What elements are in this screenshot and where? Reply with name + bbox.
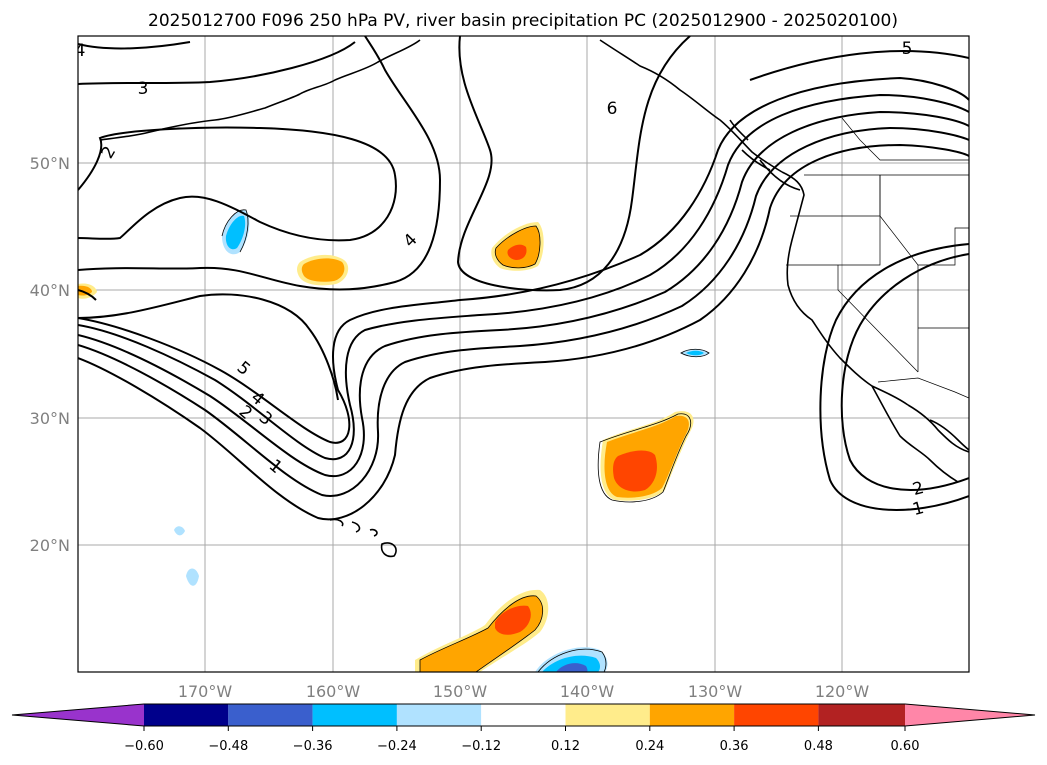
colorbar-bin-6 xyxy=(565,704,650,726)
map-panel: 4 3 2 4 6 5 5 4 3 2 1 2 1 50°N 40°N 30°N… xyxy=(30,35,970,701)
precip-patch-central-core xyxy=(507,244,527,260)
pv-contour-3-jet xyxy=(78,110,969,478)
coastline-hawaii xyxy=(329,518,397,558)
precip-outline-south xyxy=(419,595,544,672)
precip-patch-south-core xyxy=(495,605,531,635)
pv-contour-2-loop xyxy=(78,126,397,242)
border-canada-inland xyxy=(841,117,969,161)
precip-patch-west-orange xyxy=(301,258,345,282)
pv-contour-2-east xyxy=(840,253,969,491)
pv-contour-3-north xyxy=(78,41,356,85)
border-ca-nv xyxy=(837,265,919,373)
colorbar: −0.60 −0.48 −0.36 −0.24 −0.12 0.12 0.24 … xyxy=(11,703,1036,754)
latitude-labels: 50°N 40°N 30°N 20°N xyxy=(30,154,70,555)
lat-label-20n: 20°N xyxy=(30,536,70,555)
map-frame xyxy=(77,35,970,673)
colorbar-tick-label: −0.36 xyxy=(293,739,333,754)
border-id-mt xyxy=(879,175,969,266)
colorbar-ticks xyxy=(143,726,906,731)
negative-patch-small-a xyxy=(186,568,199,586)
precip-outline-south-neg xyxy=(537,648,607,672)
colorbar-bin-2 xyxy=(228,704,313,726)
colorbar-bin-8 xyxy=(734,704,819,726)
pv-label-4-nw: 4 xyxy=(75,41,86,61)
colorbar-tick-label: 0.12 xyxy=(551,739,580,754)
negative-patch-aleutian-core xyxy=(225,215,246,250)
coastline-pacific-northwest xyxy=(781,171,909,406)
pv-contour-1-jet xyxy=(78,143,969,521)
pv-label-3-nw: 3 xyxy=(138,79,149,99)
colorbar-bin-3 xyxy=(312,704,397,726)
pv-contour-4b xyxy=(78,293,339,401)
precip-outline-aleutian xyxy=(221,209,249,253)
figure-title: 2025012700 F096 250 hPa PV, river basin … xyxy=(148,11,898,31)
pv-contour-5-jet xyxy=(78,76,969,444)
lon-label-150w: 150°W xyxy=(433,682,488,701)
negative-patch-subtropic-core xyxy=(686,350,704,356)
pv-contour-2-jet xyxy=(78,126,969,497)
pv-contour-edge xyxy=(78,289,97,301)
precip-shading xyxy=(78,209,710,672)
colorbar-tick-label: −0.12 xyxy=(461,739,501,754)
precip-outline-central xyxy=(494,225,541,269)
pv-contour-6-ridge xyxy=(456,36,691,292)
colorbar-bin-7 xyxy=(649,704,735,726)
colorbar-tick-label: −0.48 xyxy=(208,739,248,754)
precip-outlines xyxy=(221,209,710,672)
colorbar-bin-9 xyxy=(818,704,905,726)
pv-label-1-east: 1 xyxy=(910,498,926,520)
pv-contour-4-upper xyxy=(78,41,191,50)
map-background xyxy=(78,36,969,672)
colorbar-tick-label: 0.24 xyxy=(635,739,664,754)
longitude-labels: 170°W 160°W 150°W 140°W 130°W 120°W xyxy=(178,682,870,701)
lon-label-160w: 160°W xyxy=(306,682,361,701)
colorbar-tick-label: 0.36 xyxy=(720,739,749,754)
coastline-baja xyxy=(871,385,969,483)
coastline-mexico xyxy=(929,419,969,451)
pv-label-2-east: 2 xyxy=(910,478,926,500)
colorbar-bin-4 xyxy=(396,704,482,726)
pv-contours xyxy=(78,36,969,521)
precip-outline-hawaii-ne xyxy=(597,413,692,503)
lat-label-40n: 40°N xyxy=(30,281,70,300)
colorbar-tick-label: 0.48 xyxy=(804,739,833,754)
lat-label-30n: 30°N xyxy=(30,409,70,428)
negative-patch-small-b xyxy=(174,526,185,536)
colorbar-bin-1 xyxy=(144,704,229,726)
colorbar-extend-high xyxy=(905,704,1035,726)
border-nv-az xyxy=(917,265,969,372)
colorbar-tick-label: −0.60 xyxy=(124,739,164,754)
lon-label-120w: 120°W xyxy=(815,682,870,701)
pv-contour-4-jet xyxy=(78,93,969,461)
pv-label-5-ne: 5 xyxy=(902,39,913,59)
coastline-alaska-aleutians xyxy=(99,39,421,141)
lon-label-140w: 140°W xyxy=(560,682,615,701)
colorbar-tick-labels: −0.60 −0.48 −0.36 −0.24 −0.12 0.12 0.24 … xyxy=(124,739,919,754)
political-borders xyxy=(786,117,969,399)
pv-contour-5-upper xyxy=(749,49,969,81)
colorbar-tick-label: −0.24 xyxy=(377,739,417,754)
lon-label-130w: 130°W xyxy=(688,682,743,701)
pv-contour-4-center xyxy=(78,36,442,291)
pv-label-6: 6 xyxy=(607,99,618,119)
colorbar-bin-5 xyxy=(481,704,566,726)
border-or-ca xyxy=(786,216,881,266)
border-us-mexico xyxy=(877,377,969,399)
lon-label-170w: 170°W xyxy=(178,682,233,701)
coastlines xyxy=(99,39,969,558)
lat-label-50n: 50°N xyxy=(30,154,70,173)
colorbar-tick-label: 0.60 xyxy=(891,739,920,754)
colorbar-extend-low xyxy=(12,704,144,726)
precip-patch-hawaii-ne-core xyxy=(613,450,657,492)
precip-outline-small xyxy=(680,348,710,358)
coastline-gulf-of-alaska xyxy=(599,39,783,173)
pv-contour-1-east xyxy=(819,243,969,511)
negative-patch-south-core xyxy=(556,663,588,672)
